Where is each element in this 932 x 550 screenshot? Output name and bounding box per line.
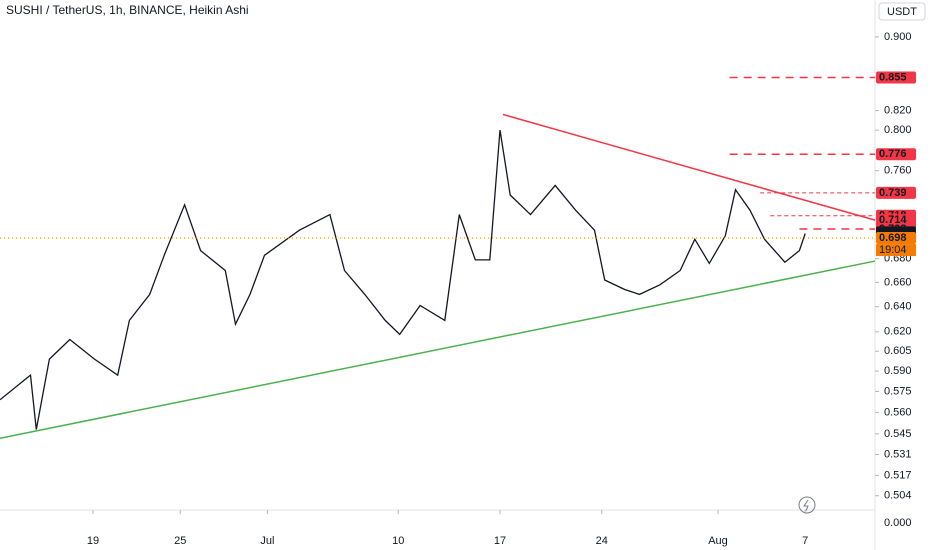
y-tick-label: 0.660 xyxy=(884,276,912,288)
y-tick-label: 0.900 xyxy=(884,31,912,43)
y-tick-label: 0.504 xyxy=(884,490,912,502)
chart-title: SUSHI / TetherUS, 1h, BINANCE, Heikin As… xyxy=(6,3,249,17)
price-label-box xyxy=(876,232,916,245)
countdown-box xyxy=(876,244,916,257)
price-line xyxy=(0,129,806,430)
currency-button[interactable] xyxy=(878,2,926,21)
x-tick-label: Jul xyxy=(260,535,274,547)
y-tick-label: 0.800 xyxy=(884,124,912,136)
x-tick-label: 25 xyxy=(174,535,186,547)
y-tick-label: 0.545 xyxy=(884,428,912,440)
price-label-box xyxy=(876,186,916,199)
y-tick-label: 0.575 xyxy=(884,385,912,397)
x-tick-label: 10 xyxy=(392,535,404,547)
y-tick-label: 0.620 xyxy=(884,326,912,338)
y-tick-label: 0.517 xyxy=(884,469,912,481)
price-label: 0.776 xyxy=(879,148,907,160)
x-tick-label: 17 xyxy=(494,535,506,547)
y-tick-label: 0.760 xyxy=(884,165,912,177)
price-label: 0.698 xyxy=(879,232,907,244)
price-label: 0.855 xyxy=(879,71,907,83)
y-tick-label: 0.605 xyxy=(884,345,912,357)
price-label: 0.739 xyxy=(879,187,907,199)
x-tick-label: 7 xyxy=(802,535,808,547)
y-tick-label: 0.590 xyxy=(884,365,912,377)
y-tick-label: 0.820 xyxy=(884,104,912,116)
y-tick-label: 0.531 xyxy=(884,448,912,460)
currency-label[interactable]: USDT xyxy=(887,6,917,18)
y-tick-label: 0.640 xyxy=(884,301,912,313)
x-tick-label: 19 xyxy=(87,535,99,547)
countdown: 19:04 xyxy=(879,244,907,256)
trendline xyxy=(502,113,876,221)
price-label: 0.714 xyxy=(879,214,907,226)
y-tick-label: 0.560 xyxy=(884,406,912,418)
trendline xyxy=(0,260,876,439)
price-label-box xyxy=(876,71,916,84)
x-tick-label: Aug xyxy=(708,535,728,547)
replay-icon[interactable] xyxy=(798,496,816,514)
axis-bottom-label: 0.000 xyxy=(884,517,912,529)
replay-icon-bolt xyxy=(803,499,809,512)
price-label-box xyxy=(876,148,916,161)
x-tick-label: 24 xyxy=(596,535,608,547)
